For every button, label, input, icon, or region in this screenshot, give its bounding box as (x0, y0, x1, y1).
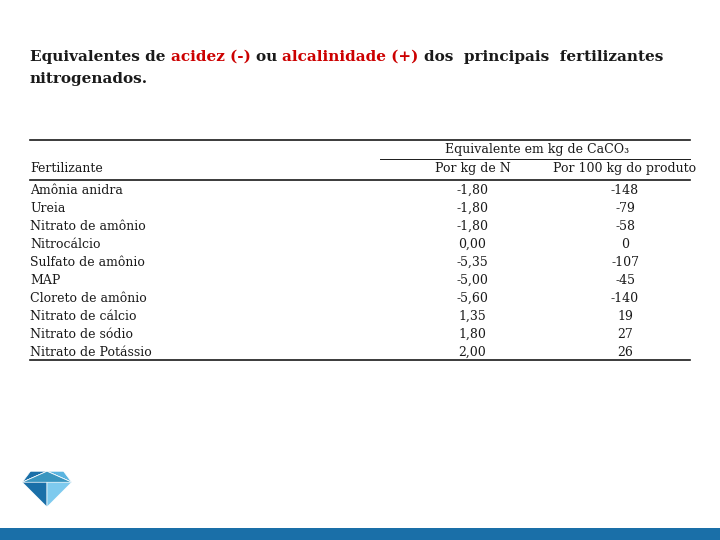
Text: -79: -79 (615, 202, 635, 215)
Text: ou: ou (256, 50, 282, 64)
Text: -5,35: -5,35 (456, 256, 488, 269)
Text: -148: -148 (611, 184, 639, 197)
Text: 19: 19 (617, 310, 633, 323)
Text: -1,80: -1,80 (456, 220, 488, 233)
Polygon shape (22, 471, 47, 482)
Text: Por 100 kg do produto: Por 100 kg do produto (554, 162, 696, 175)
Text: -1,80: -1,80 (456, 202, 488, 215)
Polygon shape (22, 471, 47, 507)
Text: -1,80: -1,80 (456, 184, 488, 197)
Text: 0,00: 0,00 (459, 238, 487, 251)
Text: Amônia anidra: Amônia anidra (30, 184, 123, 197)
Text: Equivalentes de: Equivalentes de (30, 50, 171, 64)
Text: nitrogenados.: nitrogenados. (30, 72, 148, 86)
Text: Nitrato de Potássio: Nitrato de Potássio (30, 346, 152, 359)
Text: dos  principais  fertilizantes: dos principais fertilizantes (424, 50, 663, 64)
Text: Ureia: Ureia (30, 202, 66, 215)
Text: Nitrato de amônio: Nitrato de amônio (30, 220, 145, 233)
Text: 27: 27 (617, 328, 633, 341)
Text: -5,60: -5,60 (456, 292, 488, 305)
Bar (0, 528, 720, 540)
Text: 0: 0 (621, 238, 629, 251)
Text: 1,80: 1,80 (459, 328, 487, 341)
Polygon shape (22, 471, 72, 482)
Text: MAP: MAP (30, 274, 60, 287)
Text: Nitrocálcio: Nitrocálcio (30, 238, 101, 251)
Text: 1,35: 1,35 (459, 310, 487, 323)
Text: -45: -45 (615, 274, 635, 287)
Text: Equivalente em kg de CaCO₃: Equivalente em kg de CaCO₃ (446, 143, 629, 156)
Text: Nitrato de cálcio: Nitrato de cálcio (30, 310, 137, 323)
Text: Fertilizante: Fertilizante (30, 162, 103, 175)
Text: Sulfato de amônio: Sulfato de amônio (30, 256, 145, 269)
Text: -140: -140 (611, 292, 639, 305)
Text: alcalinidade (+): alcalinidade (+) (282, 50, 424, 64)
Text: Por kg de N: Por kg de N (435, 162, 510, 175)
Text: Nitrato de sódio: Nitrato de sódio (30, 328, 133, 341)
Text: -5,00: -5,00 (456, 274, 488, 287)
Polygon shape (47, 471, 72, 482)
Text: acidez (-): acidez (-) (171, 50, 256, 64)
Text: -58: -58 (615, 220, 635, 233)
Text: -107: -107 (611, 256, 639, 269)
Polygon shape (47, 471, 72, 507)
Text: 2,00: 2,00 (459, 346, 487, 359)
Text: Cloreto de amônio: Cloreto de amônio (30, 292, 147, 305)
Text: 26: 26 (617, 346, 633, 359)
